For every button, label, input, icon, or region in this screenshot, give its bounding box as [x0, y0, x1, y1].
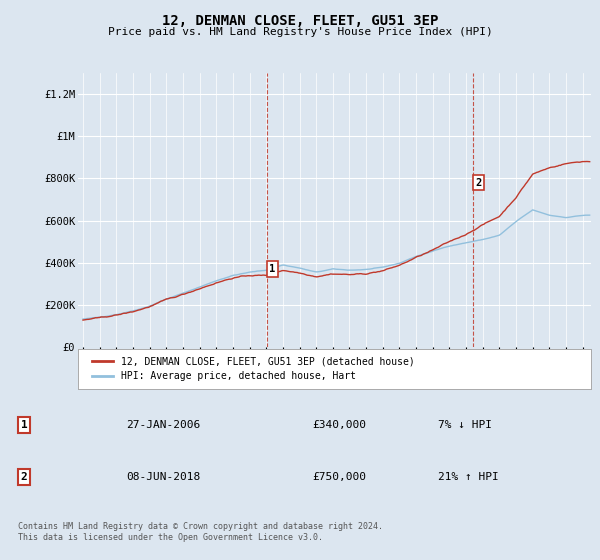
Legend: 12, DENMAN CLOSE, FLEET, GU51 3EP (detached house), HPI: Average price, detached: 12, DENMAN CLOSE, FLEET, GU51 3EP (detac… [88, 353, 419, 385]
Text: Price paid vs. HM Land Registry's House Price Index (HPI): Price paid vs. HM Land Registry's House … [107, 27, 493, 37]
Text: 27-JAN-2006: 27-JAN-2006 [126, 420, 200, 430]
Text: 12, DENMAN CLOSE, FLEET, GU51 3EP: 12, DENMAN CLOSE, FLEET, GU51 3EP [162, 14, 438, 28]
Text: 08-JUN-2018: 08-JUN-2018 [126, 472, 200, 482]
Text: 2: 2 [20, 472, 28, 482]
Text: £340,000: £340,000 [312, 420, 366, 430]
Text: 7% ↓ HPI: 7% ↓ HPI [438, 420, 492, 430]
Text: 2: 2 [475, 178, 482, 188]
Text: £750,000: £750,000 [312, 472, 366, 482]
Text: Contains HM Land Registry data © Crown copyright and database right 2024.
This d: Contains HM Land Registry data © Crown c… [18, 522, 383, 542]
Text: 21% ↑ HPI: 21% ↑ HPI [438, 472, 499, 482]
Text: 1: 1 [20, 420, 28, 430]
Text: 1: 1 [269, 264, 275, 274]
